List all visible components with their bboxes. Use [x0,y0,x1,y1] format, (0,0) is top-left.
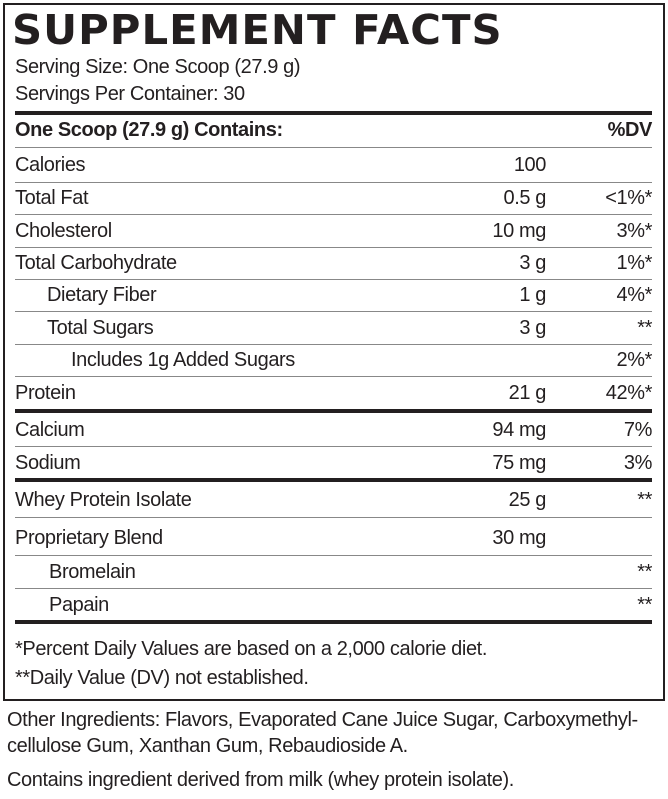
divider [15,182,652,183]
footnote: *Percent Daily Values are based on a 2,0… [15,638,487,660]
supplement-facts-panel [3,3,665,701]
nutrient-name: Includes 1g Added Sugars [71,349,295,371]
other-ingredients: cellulose Gum, Xanthan Gum, Rebaudioside… [7,735,408,757]
nutrient-dv: 7% [623,419,653,441]
serving-size: Serving Size: One Scoop (27.9 g) [15,56,301,78]
header-dv: %DV [607,119,653,141]
nutrient-name: Proprietary Blend [15,527,163,549]
nutrient-amount: 1 g [519,284,546,306]
nutrient-dv: 4%* [616,284,653,306]
nutrient-name: Protein [15,382,76,404]
nutrient-name: Total Carbohydrate [15,252,177,274]
header-label: One Scoop (27.9 g) Contains: [15,119,283,141]
nutrient-name: Papain [49,594,109,616]
nutrient-dv: 3%* [616,220,653,242]
nutrient-dv: ** [637,317,652,339]
divider [15,620,652,624]
nutrient-amount: 21 g [508,382,547,404]
nutrient-amount: 75 mg [492,452,546,474]
nutrient-name: Calcium [15,419,85,441]
nutrient-dv: 42%* [605,382,653,404]
nutrient-amount: 3 g [519,252,546,274]
other-ingredients: Other Ingredients: Flavors, Evaporated C… [7,709,638,731]
nutrient-dv: 1%* [616,252,653,274]
divider [15,517,652,518]
nutrient-amount: 100 [513,154,547,176]
divider [15,111,652,115]
divider [15,478,652,482]
nutrient-dv: <1%* [605,187,652,209]
nutrient-dv: ** [637,561,652,583]
nutrient-dv: ** [637,594,652,616]
nutrient-dv: ** [637,489,652,511]
servings-per-container: Servings Per Container: 30 [15,83,245,105]
divider [15,588,652,589]
nutrient-amount: 3 g [519,317,546,339]
divider [15,409,652,413]
nutrient-name: Cholesterol [15,220,112,242]
divider [15,214,652,215]
divider [15,344,652,345]
divider [15,446,652,447]
allergen-statement: Contains ingredient derived from milk (w… [7,769,514,791]
divider [15,311,652,312]
divider [15,247,652,248]
nutrient-name: Total Fat [15,187,89,209]
nutrient-name: Total Sugars [47,317,154,339]
nutrient-dv: 3% [623,452,653,474]
nutrient-name: Whey Protein Isolate [15,489,192,511]
nutrient-name: Calories [15,154,86,176]
nutrient-amount: 30 mg [492,527,546,549]
nutrient-amount: 10 mg [492,220,546,242]
panel-title: SUPPLEMENT FACTS [12,6,503,54]
divider [15,376,652,377]
divider [15,555,652,556]
nutrient-name: Bromelain [49,561,136,583]
nutrient-dv: 2%* [616,349,653,371]
nutrient-amount: 94 mg [492,419,546,441]
nutrient-amount: 25 g [508,489,547,511]
nutrient-name: Sodium [15,452,81,474]
footnote: **Daily Value (DV) not established. [15,667,309,689]
nutrient-amount: 0.5 g [503,187,547,209]
divider [15,147,652,148]
divider [15,279,652,280]
nutrient-name: Dietary Fiber [47,284,157,306]
